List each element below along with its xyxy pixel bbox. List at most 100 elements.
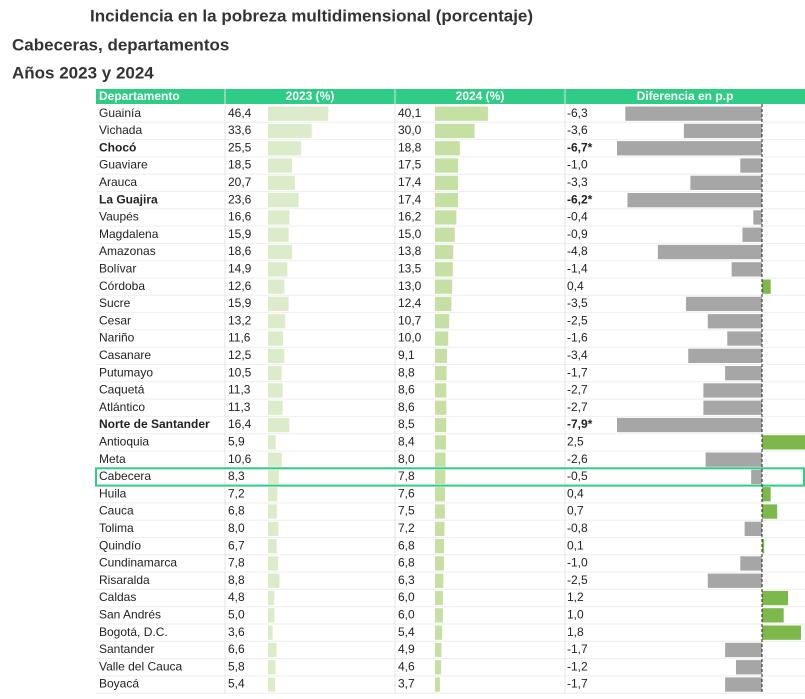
- value-difference: -7,9*: [567, 417, 593, 431]
- department-name: Valle del Cauca: [99, 659, 182, 673]
- bar-2023: [268, 625, 273, 640]
- department-name: Córdoba: [99, 279, 145, 293]
- bar-2023: [268, 262, 288, 277]
- bar-2024: [435, 175, 458, 190]
- bar-difference: [688, 348, 762, 363]
- department-name: Magdalena: [99, 227, 159, 241]
- bar-2023: [268, 521, 279, 536]
- department-name: Arauca: [99, 175, 137, 189]
- bar-2024: [435, 487, 446, 502]
- value-2024: 12,4: [398, 296, 422, 310]
- value-2024: 10,0: [398, 331, 422, 345]
- department-name: Tolima: [99, 521, 134, 535]
- value-2023: 10,6: [228, 452, 252, 466]
- department-name: Atlántico: [99, 400, 145, 414]
- value-difference: -2,5: [567, 313, 588, 327]
- bar-2023: [268, 244, 293, 260]
- bar-2024: [435, 123, 475, 139]
- value-2023: 7,8: [228, 556, 245, 570]
- department-name: Vaupés: [99, 210, 139, 224]
- bar-difference: [762, 435, 805, 450]
- bar-difference: [762, 279, 771, 294]
- value-2023: 25,5: [228, 140, 252, 154]
- value-2023: 5,8: [228, 659, 245, 673]
- bar-2023: [268, 210, 290, 225]
- value-2023: 8,8: [228, 573, 245, 587]
- value-difference: -3,5: [567, 296, 588, 310]
- value-2023: 16,4: [228, 417, 252, 431]
- bar-2024: [435, 677, 440, 692]
- bar-2023: [268, 331, 284, 346]
- bar-difference: [762, 539, 765, 554]
- value-2024: 17,4: [398, 192, 422, 206]
- value-difference: -2,5: [567, 573, 588, 587]
- bar-2024: [435, 106, 488, 121]
- bar-difference: [625, 106, 762, 121]
- value-2023: 8,0: [228, 521, 245, 535]
- value-difference: -3,3: [567, 175, 588, 189]
- value-difference: -2,6: [567, 452, 588, 466]
- department-name: Meta: [99, 452, 126, 466]
- value-2024: 7,2: [398, 521, 415, 535]
- value-2024: 13,8: [398, 244, 422, 258]
- value-2024: 5,4: [398, 625, 415, 639]
- value-2024: 6,3: [398, 573, 415, 587]
- value-2024: 17,5: [398, 158, 422, 172]
- title: Incidencia en la pobreza multidimensiona…: [90, 6, 533, 25]
- department-name: Casanare: [99, 348, 151, 362]
- value-2023: 16,6: [228, 210, 252, 224]
- bar-difference: [686, 296, 762, 312]
- bar-difference: [740, 556, 762, 571]
- department-name: Chocó: [99, 140, 136, 154]
- column-header: 2024 (%): [456, 89, 505, 103]
- value-difference: -6,2*: [567, 192, 593, 206]
- value-2023: 23,6: [228, 192, 252, 206]
- value-difference: -1,0: [567, 556, 588, 570]
- value-2024: 10,7: [398, 313, 422, 327]
- bar-2024: [435, 296, 452, 312]
- highlight-box: [95, 467, 805, 487]
- value-difference: -1,7: [567, 365, 588, 379]
- department-name: Nariño: [99, 331, 135, 345]
- bar-2023: [268, 435, 276, 450]
- bar-2024: [435, 660, 442, 675]
- value-2023: 10,5: [228, 365, 252, 379]
- value-difference: 1,8: [567, 625, 584, 639]
- value-difference: -4,8: [567, 244, 588, 258]
- value-2024: 18,8: [398, 140, 422, 154]
- bar-difference: [740, 158, 762, 173]
- bar-difference: [753, 210, 762, 225]
- department-name: Santander: [99, 642, 154, 656]
- value-difference: 0,4: [567, 279, 584, 293]
- bar-difference: [703, 383, 762, 398]
- bar-2023: [268, 227, 289, 242]
- subtitle: Cabeceras, departamentos: [12, 35, 229, 54]
- value-difference: 0,7: [567, 504, 584, 518]
- department-name: Boyacá: [99, 677, 139, 691]
- bar-2023: [268, 296, 289, 312]
- value-2024: 6,0: [398, 590, 415, 604]
- value-difference: -1,2: [567, 659, 588, 673]
- value-2023: 14,9: [228, 262, 252, 276]
- bar-difference: [705, 452, 762, 467]
- bar-2023: [268, 175, 295, 190]
- value-2023: 3,6: [228, 625, 245, 639]
- bar-2023: [268, 158, 293, 173]
- bar-difference: [742, 227, 762, 242]
- value-2024: 9,1: [398, 348, 415, 362]
- column-header: Departamento: [99, 89, 180, 103]
- bar-2024: [435, 227, 455, 242]
- bar-2023: [268, 348, 285, 363]
- value-difference: -0,4: [567, 210, 588, 224]
- department-name: Vichada: [99, 123, 142, 137]
- value-2024: 17,4: [398, 175, 422, 189]
- bar-2024: [435, 452, 446, 467]
- value-2023: 5,4: [228, 677, 245, 691]
- value-2024: 8,0: [398, 452, 415, 466]
- bar-difference: [657, 244, 762, 260]
- bar-difference: [762, 504, 778, 519]
- value-2023: 18,6: [228, 244, 252, 258]
- bar-2023: [268, 106, 329, 121]
- value-difference: -2,7: [567, 400, 588, 414]
